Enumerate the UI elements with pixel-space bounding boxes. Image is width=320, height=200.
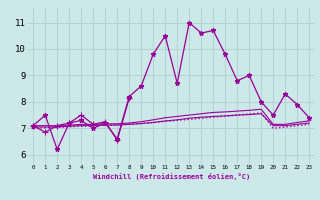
X-axis label: Windchill (Refroidissement éolien,°C): Windchill (Refroidissement éolien,°C): [92, 173, 250, 180]
